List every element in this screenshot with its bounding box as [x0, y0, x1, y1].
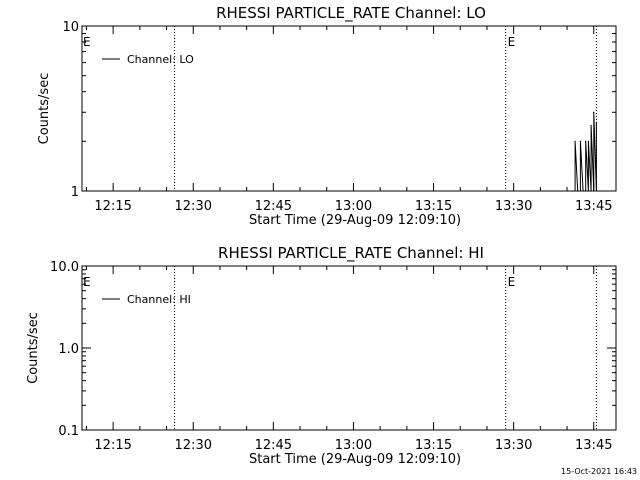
y-axis-label: Counts/sec [37, 73, 52, 145]
y-tick-label: 1 [71, 185, 79, 200]
corner-marker: E [83, 275, 91, 289]
event-line-label: E [508, 35, 516, 49]
y-axis-label: Counts/sec [26, 312, 41, 384]
chart-title: RHESSI PARTICLE_RATE Channel: HI [218, 244, 484, 263]
x-axis-label: Start Time (29-Aug-09 12:09:10) [249, 452, 461, 467]
legend-entry: Channel: HI [127, 293, 191, 306]
footer-timestamp: 15-Oct-2021 16:43 [561, 467, 637, 476]
chart-panel-1: RHESSI PARTICLE_RATE Channel: LO Start Ti… [37, 4, 617, 228]
chart-title: RHESSI PARTICLE_RATE Channel: LO [216, 4, 486, 23]
x-tick-label: 12:30 [175, 199, 212, 214]
x-tick-label: 13:45 [575, 438, 612, 453]
x-tick-label: 12:45 [255, 199, 292, 214]
event-line-label: E [508, 275, 516, 289]
plot-frame [81, 265, 617, 431]
x-axis-label: Start Time (29-Aug-09 12:09:10) [249, 213, 461, 228]
x-tick-label: 12:15 [94, 199, 131, 214]
x-tick-label: 13:15 [415, 199, 452, 214]
y-tick-label: 1.0 [58, 342, 79, 357]
chart-panel-2: RHESSI PARTICLE_RATE Channel: HI Start Ti… [26, 244, 617, 467]
x-tick-label: 13:00 [335, 199, 372, 214]
x-tick-label: 13:45 [575, 199, 612, 214]
corner-marker: E [83, 35, 91, 49]
x-tick-label: 12:30 [175, 438, 212, 453]
data-series [571, 111, 598, 192]
plot-frame [81, 25, 617, 192]
x-tick-label: 12:45 [255, 438, 292, 453]
y-tick-label: 0.1 [58, 424, 79, 439]
x-tick-label: 13:30 [495, 438, 532, 453]
x-tick-label: 13:30 [495, 199, 532, 214]
y-tick-label: 10.0 [50, 260, 79, 275]
x-tick-label: 13:00 [335, 438, 372, 453]
y-tick-label: 10 [62, 20, 79, 35]
x-tick-label: 12:15 [94, 438, 131, 453]
legend-entry: Channel: LO [127, 53, 194, 66]
x-tick-label: 13:15 [415, 438, 452, 453]
series-line [572, 112, 597, 192]
